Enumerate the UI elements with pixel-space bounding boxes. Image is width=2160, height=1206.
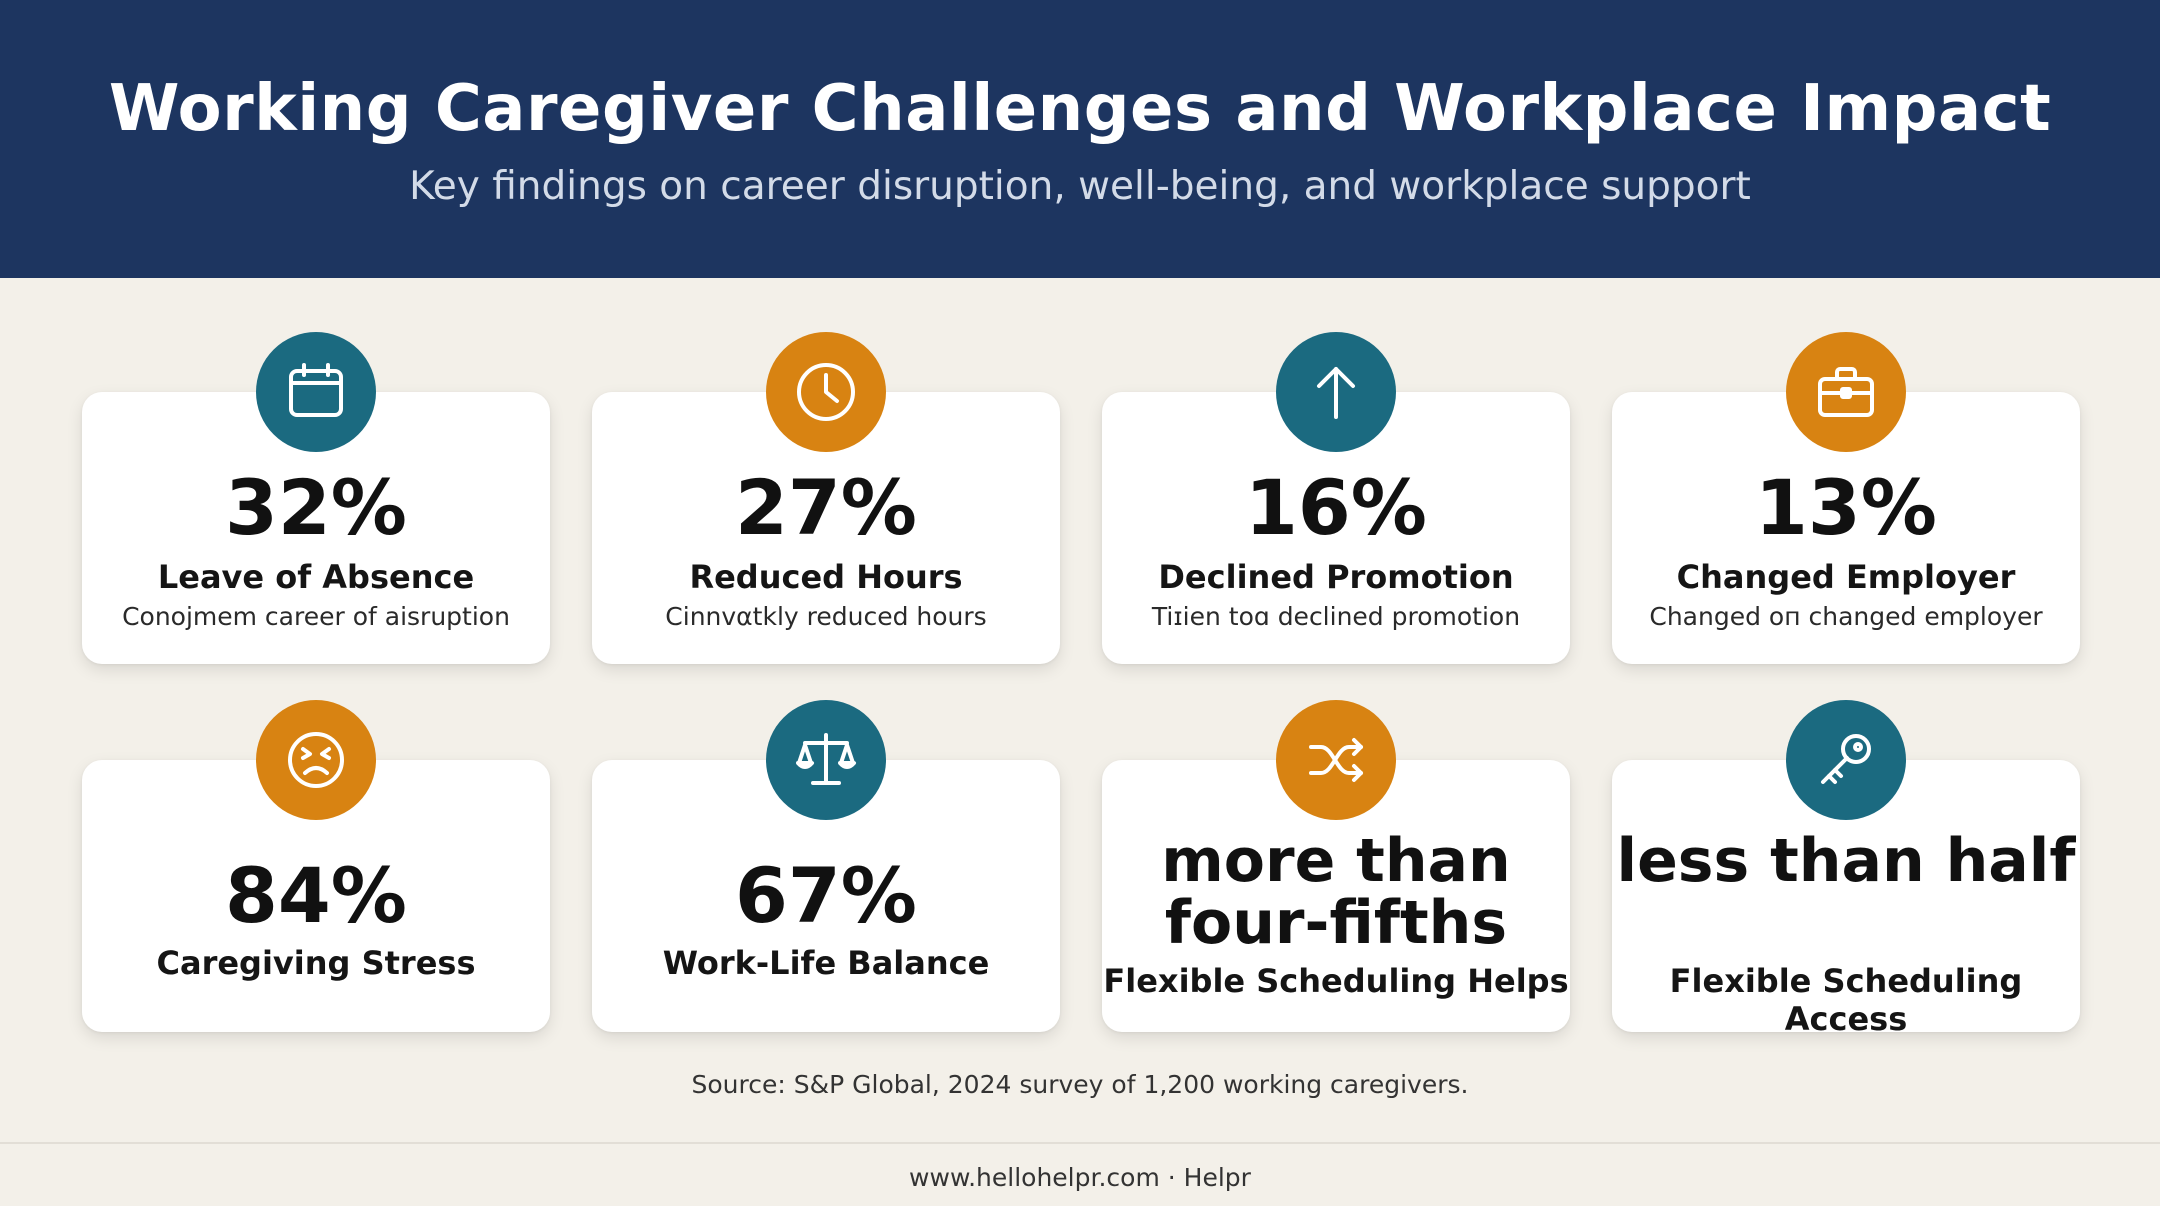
- page-title: Working Caregiver Challenges and Workpla…: [108, 72, 2052, 146]
- stat-description: Cinnvαtkly reduced hours: [665, 602, 987, 631]
- stat-description: Conojmem career of aisruption: [122, 602, 510, 631]
- footer-divider: [0, 1142, 2160, 1144]
- stat-value: 84%: [225, 851, 407, 940]
- stat-value: more than four-fifths: [1161, 826, 1511, 958]
- calendar-icon: [256, 332, 376, 452]
- stat-value: 13%: [1755, 463, 1937, 552]
- briefcase-icon: [1786, 332, 1906, 452]
- stat-label: Flexible Scheduling Access: [1669, 962, 2023, 1038]
- shuffle-icon: [1276, 700, 1396, 820]
- stat-label: Declined Promotion: [1158, 558, 1514, 596]
- stat-label: Changed Employer: [1676, 558, 2016, 596]
- stat-label: Reduced Hours: [689, 558, 963, 596]
- stat-description: Tiɪien toɑ declined promotion: [1151, 602, 1521, 631]
- page-subtitle: Key findings on career disruption, well-…: [409, 164, 1751, 209]
- stat-value: 67%: [735, 851, 917, 940]
- clock-icon: [766, 332, 886, 452]
- balance-scale-icon: [766, 700, 886, 820]
- header-banner: Working Caregiver Challenges and Workpla…: [0, 0, 2160, 278]
- stat-label: Work-Life Balance: [662, 944, 990, 982]
- footer-attribution: www.hellohelpr.com · Helpr: [909, 1163, 1251, 1192]
- stat-label: Caregiving Stress: [156, 944, 476, 982]
- key-icon: [1786, 700, 1906, 820]
- stat-value: 32%: [225, 463, 407, 552]
- stat-value: 16%: [1245, 463, 1427, 552]
- stat-value: 27%: [735, 463, 917, 552]
- stat-label: Flexible Scheduling Helps: [1103, 962, 1569, 1000]
- stat-card-caregiving-stress: 84% Caregiving Stress: [82, 760, 550, 1032]
- stat-description: Changed oп changed employer: [1649, 602, 2043, 631]
- stat-value: less than half: [1616, 826, 2076, 896]
- stat-label: Leave of Absence: [157, 558, 475, 596]
- stressed-face-icon: [256, 700, 376, 820]
- arrow-up-icon: [1276, 332, 1396, 452]
- source-note: Source: S&P Global, 2024 survey of 1,200…: [691, 1070, 1469, 1099]
- stat-card-declined-promotion: 16% Declined Promotion Tiɪien toɑ declin…: [1102, 392, 1570, 664]
